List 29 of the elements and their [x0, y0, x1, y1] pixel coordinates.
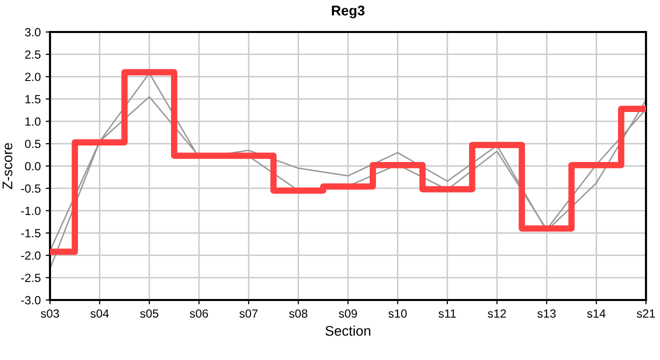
x-tick-label: s04: [90, 309, 109, 318]
x-tick-label: s08: [289, 309, 308, 318]
chart-title: Reg3: [332, 6, 364, 18]
y-tick-label: -0.5: [21, 184, 40, 193]
x-tick-label: s07: [239, 309, 258, 318]
x-tick-label: s03: [40, 309, 59, 318]
x-tick-label: s09: [338, 309, 357, 318]
y-tick-label: 3.0: [25, 28, 41, 36]
x-tick-label: s10: [388, 309, 407, 318]
y-tick-label: 2.0: [25, 72, 41, 82]
x-tick-label: s12: [488, 309, 506, 318]
x-axis-title: Section: [325, 326, 370, 336]
y-tick-label: 1.5: [25, 95, 40, 104]
y-tick-label: 2.5: [25, 50, 40, 59]
y-tick-label: -1.5: [21, 229, 40, 238]
y-tick-label: 0.0: [25, 162, 41, 170]
y-tick-label: 0.5: [25, 140, 40, 148]
x-tick-label: s11: [438, 309, 456, 318]
x-tick-label: s21: [636, 309, 655, 318]
y-axis-title: Z-score: [2, 143, 12, 190]
x-tick-label: s14: [587, 309, 606, 318]
y-tick-label: -3.0: [21, 296, 41, 304]
y-tick-label: -2.5: [21, 274, 40, 282]
x-tick-label: s06: [190, 309, 208, 318]
y-tick-label: -1.0: [21, 206, 41, 216]
y-tick-label: -2.0: [21, 251, 41, 260]
y-tick-label: 1.0: [25, 117, 41, 126]
x-tick-label: s05: [140, 309, 158, 318]
x-tick-label: s13: [537, 309, 556, 318]
